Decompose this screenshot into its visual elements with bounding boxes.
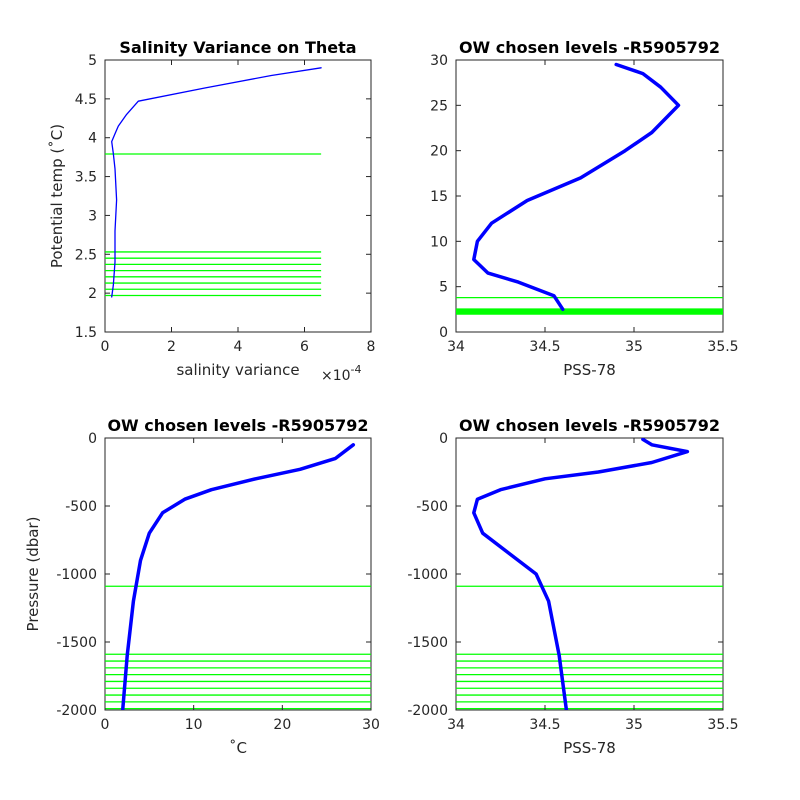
- x-tick-label: 35.5: [707, 717, 738, 733]
- exponent-base: ×10: [321, 368, 351, 384]
- y-tick-label: -1000: [407, 567, 448, 583]
- subplot-2: 34 34.5 35 35.5 0 5 10 15 20 25 30 OW chosen levels…: [430, 38, 738, 379]
- y-tick-label: 3.5: [75, 170, 97, 186]
- y-tick-label: 3: [88, 208, 97, 224]
- x-axis-label: PSS-78: [563, 361, 616, 379]
- y-tick-label: -1000: [56, 567, 97, 583]
- plot-frame: [455, 437, 724, 711]
- y-axis-label: Pressure (dbar): [24, 517, 42, 632]
- plot-area: [456, 438, 723, 710]
- y-tick-label: 2: [88, 286, 97, 302]
- x-tick-label: 10: [185, 717, 203, 733]
- x-tick-label: 8: [367, 339, 376, 355]
- x-tick-label: 34: [447, 339, 465, 355]
- y-tick-label: 1.5: [75, 325, 97, 341]
- plot-area: [105, 67, 322, 298]
- subplot-4: 34 34.5 35 35.5 -2000 -1500 -1000 -500 0 OW chose…: [407, 416, 738, 757]
- profile-line: [472, 62, 681, 312]
- y-tick-label: 0: [439, 431, 448, 447]
- y-tick-label: 15: [430, 189, 448, 205]
- y-tick-label: -1500: [56, 635, 97, 651]
- profile-line: [472, 438, 690, 710]
- x-tick-label: 2: [167, 339, 176, 355]
- y-tick-label: 2.5: [75, 247, 97, 263]
- exponent-power: -4: [351, 363, 362, 376]
- y-tick-label: 30: [430, 53, 448, 69]
- x-tick-label: 6: [300, 339, 309, 355]
- plot-frame: [104, 437, 372, 711]
- x-tick-label: 34.5: [529, 339, 560, 355]
- x-tick-label: 20: [273, 717, 291, 733]
- plot-area: [456, 62, 723, 315]
- plot-area: [105, 443, 371, 710]
- x-tick-label: 0: [101, 339, 110, 355]
- subplot-1: 0 2 4 6 8 1.5 2 2.5 3 3.5 4 4.5 5 Salinity Variance o…: [48, 38, 375, 384]
- y-tick-label: 0: [439, 325, 448, 341]
- plot-frame: [104, 59, 372, 333]
- subplot-3: 0 10 20 30 -2000 -1500 -1000 -500 0 OW chosen lev…: [24, 416, 380, 757]
- x-tick-label: 0: [101, 717, 110, 733]
- y-axis-label: Potential temp (˚C): [48, 124, 66, 268]
- y-tick-label: 0: [88, 431, 97, 447]
- y-tick-label: -500: [65, 499, 97, 515]
- y-tick-label: 5: [439, 280, 448, 296]
- y-tick-label: 20: [430, 144, 448, 160]
- x-tick-label: 4: [234, 339, 243, 355]
- x-tick-label: 35.5: [707, 339, 738, 355]
- x-tick-label: 35: [625, 339, 643, 355]
- y-tick-label: -500: [416, 499, 448, 515]
- x-tick-label: 35: [625, 717, 643, 733]
- profile-line: [111, 67, 322, 298]
- chart-title: OW chosen levels -R5905792: [459, 38, 720, 57]
- y-tick-label: 4: [88, 131, 97, 147]
- x-tick-label: 34: [447, 717, 465, 733]
- x-tick-label: 30: [362, 717, 380, 733]
- x-axis-label: ˚C: [229, 739, 247, 757]
- x-axis-label: salinity variance: [176, 361, 299, 379]
- y-tick-label: 5: [88, 53, 97, 69]
- chart-title: Salinity Variance on Theta: [119, 38, 356, 57]
- x-axis-label: PSS-78: [563, 739, 616, 757]
- y-tick-label: -1500: [407, 635, 448, 651]
- y-tick-label: -2000: [56, 703, 97, 719]
- chart-title: OW chosen levels -R5905792: [459, 416, 720, 435]
- y-tick-label: 10: [430, 234, 448, 250]
- profile-line: [120, 443, 356, 710]
- plot-frame: [455, 59, 724, 333]
- y-tick-label: -2000: [407, 703, 448, 719]
- y-tick-label: 25: [430, 98, 448, 114]
- x-tick-label: 34.5: [529, 717, 560, 733]
- y-tick-label: 4.5: [75, 92, 97, 108]
- chart-title: OW chosen levels -R5905792: [107, 416, 368, 435]
- x-exponent-label: ×10-4: [321, 363, 362, 384]
